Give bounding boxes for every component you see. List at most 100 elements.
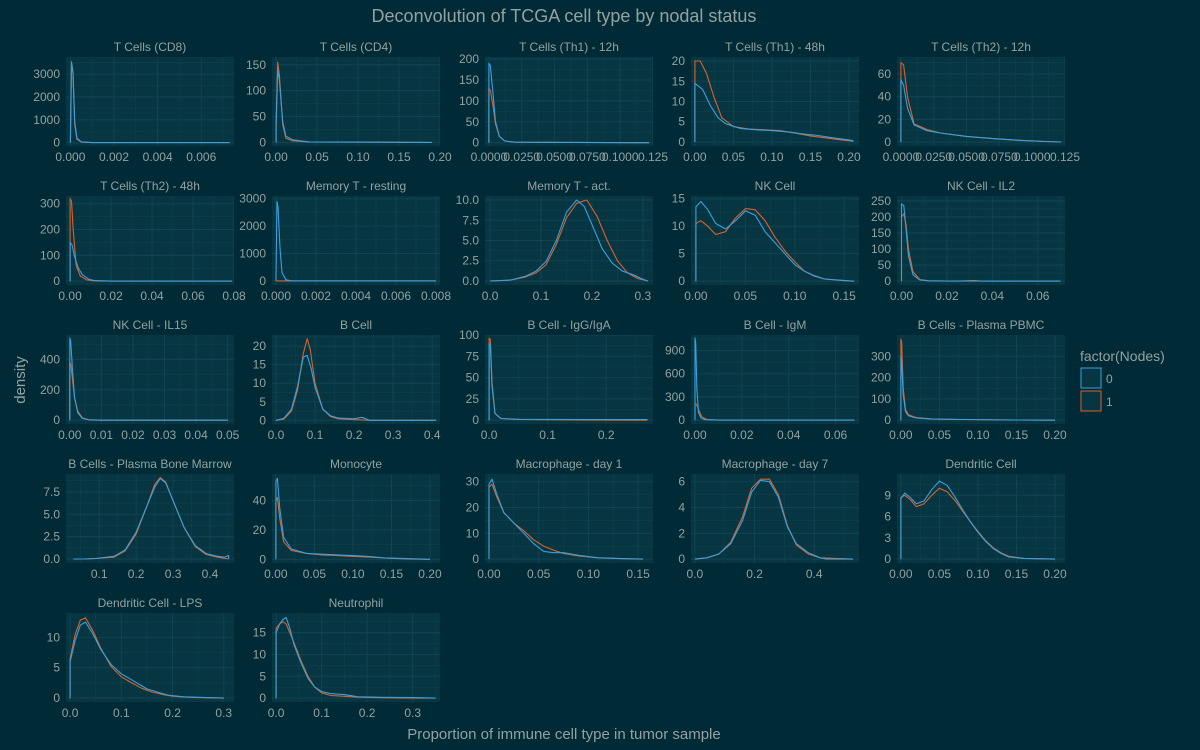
panel-background bbox=[897, 474, 1065, 563]
density-line-nodes-0 bbox=[69, 621, 224, 699]
y-tick-label: 20 bbox=[253, 523, 267, 537]
strip-label-nk-cell-il15: NK Cell - IL15 bbox=[113, 318, 188, 332]
density-lines bbox=[490, 199, 649, 282]
x-tick-label: 0.002 bbox=[301, 289, 331, 303]
density-lines bbox=[900, 203, 1061, 282]
x-tick-label: 0.4 bbox=[202, 567, 219, 581]
legend-key-1 bbox=[1080, 390, 1102, 412]
y-tick-label: 75 bbox=[466, 349, 480, 363]
strip-label-nk-cell: NK Cell bbox=[755, 179, 796, 193]
panel-grid bbox=[897, 57, 1065, 146]
y-tick-label: 0 bbox=[53, 136, 60, 150]
strip-label-t-cells-cd4: T Cells (CD4) bbox=[320, 40, 392, 54]
panel-grid bbox=[485, 474, 653, 563]
x-tick-label: 0.4 bbox=[424, 428, 441, 442]
x-tick-label: 0.0000 bbox=[883, 150, 920, 164]
y-tick-label: 20 bbox=[466, 501, 480, 515]
y-tick-label: 15 bbox=[672, 74, 686, 88]
x-tick-label: 0.4 bbox=[806, 567, 823, 581]
x-tick-label: 0.0750 bbox=[981, 150, 1018, 164]
y-tick-label: 300 bbox=[871, 349, 891, 363]
x-tick-label: 0.15 bbox=[832, 289, 856, 303]
density-line-nodes-0 bbox=[695, 200, 855, 282]
density-line-nodes-0 bbox=[69, 337, 228, 421]
y-tick-label: 4 bbox=[678, 501, 685, 515]
y-tick-label: 3000 bbox=[239, 192, 266, 206]
x-tick-label: 0.02 bbox=[121, 428, 145, 442]
strip-label-t-cells-cd8: T Cells (CD8) bbox=[114, 40, 186, 54]
panel-background bbox=[66, 613, 234, 702]
panel-background bbox=[272, 474, 440, 563]
x-tick-label: 0.10 bbox=[760, 150, 784, 164]
y-tick-label: 0 bbox=[259, 552, 266, 566]
density-lines bbox=[69, 337, 228, 421]
y-tick-label: 20 bbox=[253, 339, 267, 353]
x-tick-label: 0.15 bbox=[626, 567, 650, 581]
panel-background bbox=[897, 196, 1065, 285]
x-tick-label: 0.00 bbox=[889, 428, 913, 442]
panel-grid bbox=[897, 474, 1065, 563]
x-tick-label: 0.008 bbox=[421, 289, 451, 303]
y-tick-label: 250 bbox=[871, 194, 891, 208]
density-line-nodes-0 bbox=[900, 203, 1061, 282]
facet-t-cells-th2-12h: T Cells (Th2) - 12h 0.00000.02500.05000.0… bbox=[878, 40, 1081, 164]
x-tick-label: 0.02 bbox=[935, 289, 959, 303]
strip-label-b-cell-igm: B Cell - IgM bbox=[744, 318, 807, 332]
y-tick-label: 1000 bbox=[239, 247, 266, 261]
y-tick-label: 5 bbox=[259, 395, 266, 409]
density-line-nodes-0 bbox=[275, 616, 436, 699]
x-tick-label: 0.05 bbox=[722, 150, 746, 164]
density-line-nodes-0 bbox=[900, 355, 1056, 421]
y-tick-label: 100 bbox=[40, 248, 60, 262]
density-line-nodes-0 bbox=[488, 62, 650, 144]
x-tick-label: 0.05 bbox=[527, 567, 551, 581]
y-tick-label: 0 bbox=[472, 413, 479, 427]
y-tick-label: 100 bbox=[459, 328, 479, 342]
y-tick-label: 10.0 bbox=[456, 193, 480, 207]
y-tick-label: 0 bbox=[678, 135, 685, 149]
x-tick-label: 0.2 bbox=[346, 428, 363, 442]
panel-grid bbox=[691, 57, 859, 146]
y-tick-label: 3 bbox=[884, 531, 891, 545]
density-lines bbox=[275, 477, 431, 560]
x-tick-label: 0.10 bbox=[966, 428, 990, 442]
density-lines bbox=[488, 337, 648, 421]
strip-label-t-cells-th1-12h: T Cells (Th1) - 12h bbox=[519, 40, 619, 54]
x-tick-label: 0.00 bbox=[890, 289, 914, 303]
strip-label-macrophage-day-7: Macrophage - day 7 bbox=[722, 457, 829, 471]
x-tick-label: 0.00 bbox=[264, 567, 288, 581]
panel-background bbox=[272, 613, 440, 702]
facet-macrophage-day-7: Macrophage - day 7 0.0 0.2 0.4 0 2 4 6 bbox=[678, 457, 859, 581]
y-tick-label: 15 bbox=[672, 192, 686, 206]
y-tick-label: 5 bbox=[678, 247, 685, 261]
x-tick-label: 0.00 bbox=[264, 150, 288, 164]
y-tick-label: 2 bbox=[678, 526, 685, 540]
density-lines bbox=[488, 62, 650, 144]
y-tick-label: 200 bbox=[40, 223, 60, 237]
y-tick-label: 60 bbox=[878, 67, 892, 81]
x-tick-label: 0.20 bbox=[1043, 567, 1067, 581]
y-tick-label: 0 bbox=[259, 274, 266, 288]
density-lines bbox=[900, 338, 1056, 421]
y-tick-label: 0 bbox=[472, 136, 479, 150]
x-tick-label: 0.1 bbox=[307, 428, 324, 442]
x-tick-label: 0.006 bbox=[381, 289, 411, 303]
y-tick-label: 0 bbox=[53, 691, 60, 705]
x-tick-label: 0.20 bbox=[1043, 428, 1067, 442]
x-tick-label: 0.3 bbox=[385, 428, 402, 442]
y-tick-label: 0 bbox=[259, 413, 266, 427]
strip-label-memory-t-resting: Memory T - resting bbox=[306, 179, 406, 193]
y-tick-label: 200 bbox=[871, 210, 891, 224]
density-line-nodes-0 bbox=[490, 199, 649, 282]
y-tick-label: 200 bbox=[459, 52, 479, 66]
x-tick-label: 0.2 bbox=[746, 567, 763, 581]
x-tick-label: 0.00 bbox=[58, 289, 82, 303]
x-tick-label: 0.000 bbox=[261, 289, 291, 303]
y-tick-label: 100 bbox=[871, 242, 891, 256]
strip-label-dendritic-cell: Dendritic Cell bbox=[945, 457, 1016, 471]
y-tick-label: 2000 bbox=[239, 219, 266, 233]
x-tick-label: 0.000 bbox=[55, 150, 85, 164]
density-lines bbox=[69, 617, 224, 699]
density-lines bbox=[900, 62, 1062, 143]
facet-macrophage-day-1: Macrophage - day 1 0.00 0.05 0.10 0.15 0 10 20 3… bbox=[466, 457, 653, 581]
